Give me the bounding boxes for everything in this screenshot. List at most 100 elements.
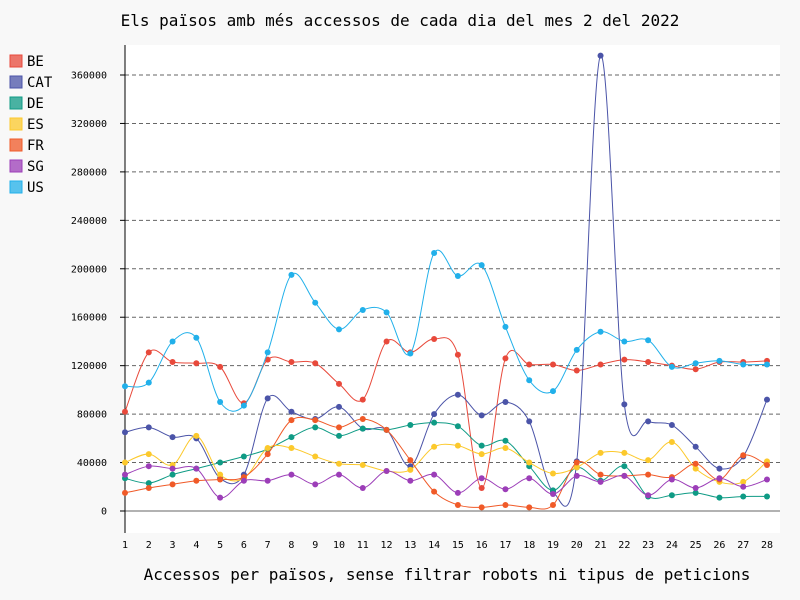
data-point-de[interactable] xyxy=(169,471,176,478)
data-point-fr[interactable] xyxy=(217,476,224,483)
data-point-de[interactable] xyxy=(240,453,247,460)
data-point-be[interactable] xyxy=(336,380,342,387)
data-point-es[interactable] xyxy=(550,470,556,477)
data-point-fr[interactable] xyxy=(526,504,533,511)
data-point-fr[interactable] xyxy=(478,504,485,511)
data-point-us[interactable] xyxy=(145,379,152,386)
data-point-es[interactable] xyxy=(431,443,438,450)
data-point-de[interactable] xyxy=(217,459,224,466)
data-point-es[interactable] xyxy=(454,442,461,449)
data-point-be[interactable] xyxy=(621,356,628,363)
data-point-es[interactable] xyxy=(740,478,747,485)
data-point-es[interactable] xyxy=(122,459,128,466)
data-point-be[interactable] xyxy=(431,336,438,343)
data-point-us[interactable] xyxy=(383,309,390,316)
legend-item-fr[interactable]: FR xyxy=(9,138,44,154)
data-point-fr[interactable] xyxy=(336,424,342,431)
data-point-be[interactable] xyxy=(359,396,366,403)
data-point-fr[interactable] xyxy=(312,417,319,424)
data-point-es[interactable] xyxy=(645,457,652,464)
data-point-be[interactable] xyxy=(264,356,271,363)
data-point-cat[interactable] xyxy=(288,408,295,415)
data-point-sg[interactable] xyxy=(122,471,128,478)
data-point-de[interactable] xyxy=(145,480,152,487)
data-point-sg[interactable] xyxy=(716,475,723,482)
data-point-de[interactable] xyxy=(336,432,342,439)
data-point-fr[interactable] xyxy=(550,501,556,508)
data-point-sg[interactable] xyxy=(573,472,580,479)
data-point-sg[interactable] xyxy=(526,475,533,482)
data-point-cat[interactable] xyxy=(502,399,509,405)
data-point-us[interactable] xyxy=(169,338,176,345)
data-point-us[interactable] xyxy=(431,250,438,257)
data-point-sg[interactable] xyxy=(645,492,652,499)
data-point-be[interactable] xyxy=(193,360,200,367)
data-point-us[interactable] xyxy=(264,349,271,356)
data-point-es[interactable] xyxy=(264,445,271,452)
data-point-us[interactable] xyxy=(740,361,747,368)
data-point-es[interactable] xyxy=(145,451,152,458)
data-point-es[interactable] xyxy=(359,461,366,468)
data-point-sg[interactable] xyxy=(621,472,628,479)
data-point-cat[interactable] xyxy=(621,401,628,408)
data-point-us[interactable] xyxy=(716,357,723,364)
data-point-cat[interactable] xyxy=(336,403,342,410)
data-point-cat[interactable] xyxy=(668,422,675,429)
data-point-sg[interactable] xyxy=(336,471,342,478)
legend-item-be[interactable]: BE xyxy=(9,54,44,70)
data-point-be[interactable] xyxy=(478,484,485,491)
data-point-de[interactable] xyxy=(312,424,319,431)
data-point-es[interactable] xyxy=(336,460,342,467)
data-point-us[interactable] xyxy=(645,337,652,344)
data-point-us[interactable] xyxy=(550,388,556,395)
data-point-us[interactable] xyxy=(217,399,224,405)
data-point-sg[interactable] xyxy=(740,483,747,490)
data-point-sg[interactable] xyxy=(312,481,319,488)
data-point-fr[interactable] xyxy=(145,484,152,491)
data-point-sg[interactable] xyxy=(240,477,247,484)
data-point-us[interactable] xyxy=(621,338,628,345)
data-point-us[interactable] xyxy=(454,273,461,280)
data-point-sg[interactable] xyxy=(550,491,556,498)
data-point-be[interactable] xyxy=(145,349,152,356)
data-point-be[interactable] xyxy=(597,361,604,368)
data-point-de[interactable] xyxy=(668,492,675,499)
data-point-sg[interactable] xyxy=(454,489,461,496)
data-point-fr[interactable] xyxy=(431,488,438,495)
data-point-be[interactable] xyxy=(692,366,699,373)
data-point-es[interactable] xyxy=(526,459,533,466)
legend-item-us[interactable]: US xyxy=(9,180,44,196)
data-point-de[interactable] xyxy=(764,493,770,500)
data-point-fr[interactable] xyxy=(169,481,176,488)
data-point-cat[interactable] xyxy=(716,465,723,472)
data-point-cat[interactable] xyxy=(454,391,461,398)
data-point-fr[interactable] xyxy=(454,501,461,508)
data-point-de[interactable] xyxy=(288,434,295,441)
data-point-us[interactable] xyxy=(288,271,295,278)
data-point-us[interactable] xyxy=(122,383,128,390)
data-point-fr[interactable] xyxy=(645,471,652,478)
data-point-es[interactable] xyxy=(217,471,224,478)
data-point-us[interactable] xyxy=(478,262,485,269)
data-point-fr[interactable] xyxy=(407,457,414,464)
data-point-es[interactable] xyxy=(621,449,628,456)
data-point-sg[interactable] xyxy=(193,465,200,472)
data-point-de[interactable] xyxy=(454,423,461,430)
data-point-fr[interactable] xyxy=(502,501,509,508)
data-point-es[interactable] xyxy=(573,464,580,471)
data-point-us[interactable] xyxy=(193,334,200,341)
data-point-fr[interactable] xyxy=(740,452,747,459)
legend-item-cat[interactable]: CAT xyxy=(9,75,53,91)
data-point-us[interactable] xyxy=(668,363,675,370)
data-point-de[interactable] xyxy=(407,422,414,429)
data-point-be[interactable] xyxy=(526,361,533,368)
data-point-be[interactable] xyxy=(550,361,556,368)
data-point-cat[interactable] xyxy=(145,424,152,431)
data-point-cat[interactable] xyxy=(645,418,652,425)
data-point-cat[interactable] xyxy=(526,418,533,425)
data-point-de[interactable] xyxy=(478,442,485,449)
data-point-cat[interactable] xyxy=(478,412,485,419)
data-point-be[interactable] xyxy=(573,367,580,374)
data-point-fr[interactable] xyxy=(359,415,366,422)
data-point-es[interactable] xyxy=(312,453,319,460)
